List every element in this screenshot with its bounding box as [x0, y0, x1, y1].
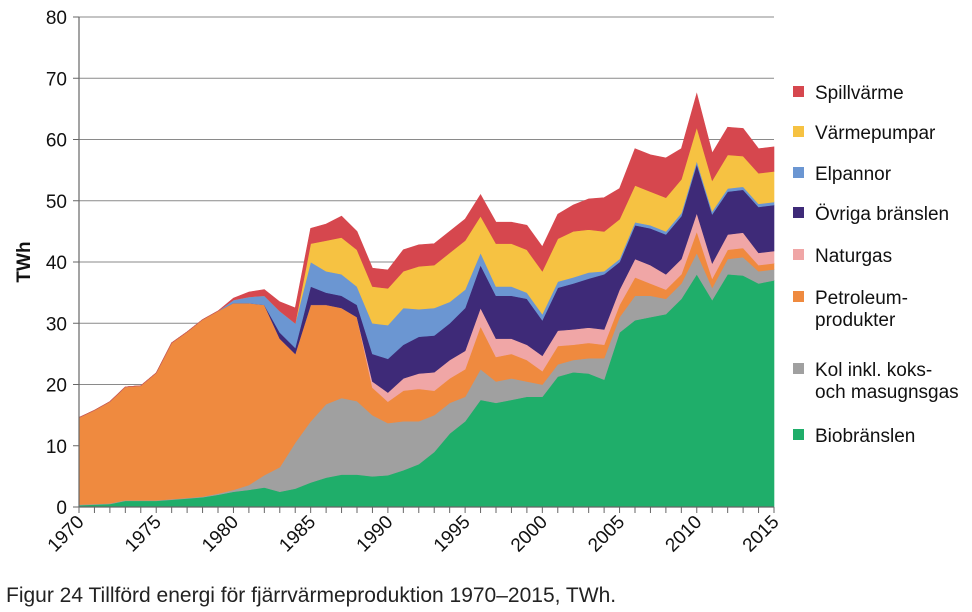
figure-caption: Figur 24 Tillförd energi för fjärrvärmep… [6, 584, 617, 607]
y-tick-label: 20 [46, 376, 67, 397]
legend-label: Petroleum- [815, 288, 908, 309]
x-tick-label: 2010 [662, 512, 707, 557]
x-tick-label: 1985 [275, 512, 320, 557]
legend-label: Spillvärme [815, 83, 904, 104]
y-tick-label: 70 [46, 69, 67, 90]
axes [73, 16, 775, 513]
x-tick-label: 1990 [353, 512, 398, 557]
y-tick-label: 10 [46, 437, 67, 458]
y-tick-label: 80 [46, 8, 67, 29]
legend-swatch [793, 429, 804, 440]
legend-swatch [793, 167, 804, 178]
x-tick-labels: 1970 1975 1980 1985 1990 1995 2000 2005 2010 2015 [44, 512, 784, 557]
y-tick-labels: 0 10 20 30 40 50 60 70 80 [46, 8, 67, 519]
legend-label: och masugnsgas [815, 382, 959, 403]
legend-swatch [793, 86, 804, 97]
y-tick-label: 30 [46, 314, 67, 335]
legend-label: Övriga bränslen [815, 204, 949, 225]
y-axis-label: TWh [14, 241, 35, 282]
x-tick-label: 1970 [44, 512, 89, 557]
y-tick-label: 40 [46, 253, 67, 274]
legend-label: Naturgas [815, 246, 892, 267]
x-tick-label: 1995 [430, 512, 475, 557]
y-tick-label: 0 [56, 498, 67, 519]
legend-swatch [793, 249, 804, 260]
legend-label: Biobränslen [815, 426, 915, 447]
legend-swatch [793, 363, 804, 374]
area-spillvärme [78, 92, 775, 418]
legend-swatch [793, 207, 804, 218]
legend-label: Värmepumpar [815, 123, 936, 144]
x-tick-label: 1975 [121, 512, 166, 557]
legend-swatch [793, 126, 804, 137]
areas [78, 92, 775, 508]
x-tick-label: 1980 [198, 512, 243, 557]
y-tick-label: 60 [46, 131, 67, 152]
x-tick-label: 2015 [739, 512, 784, 557]
x-tick-label: 2005 [584, 512, 629, 557]
legend-swatch [793, 291, 804, 302]
legend-label: Kol inkl. koks- [815, 360, 932, 381]
legend-label: produkter [815, 310, 896, 331]
x-tick-label: 2000 [507, 512, 552, 557]
legend: Spillvärme Värmepumpar Elpannor Övriga brän… [793, 83, 959, 447]
legend-label: Elpannor [815, 164, 892, 185]
y-tick-label: 50 [46, 192, 67, 213]
